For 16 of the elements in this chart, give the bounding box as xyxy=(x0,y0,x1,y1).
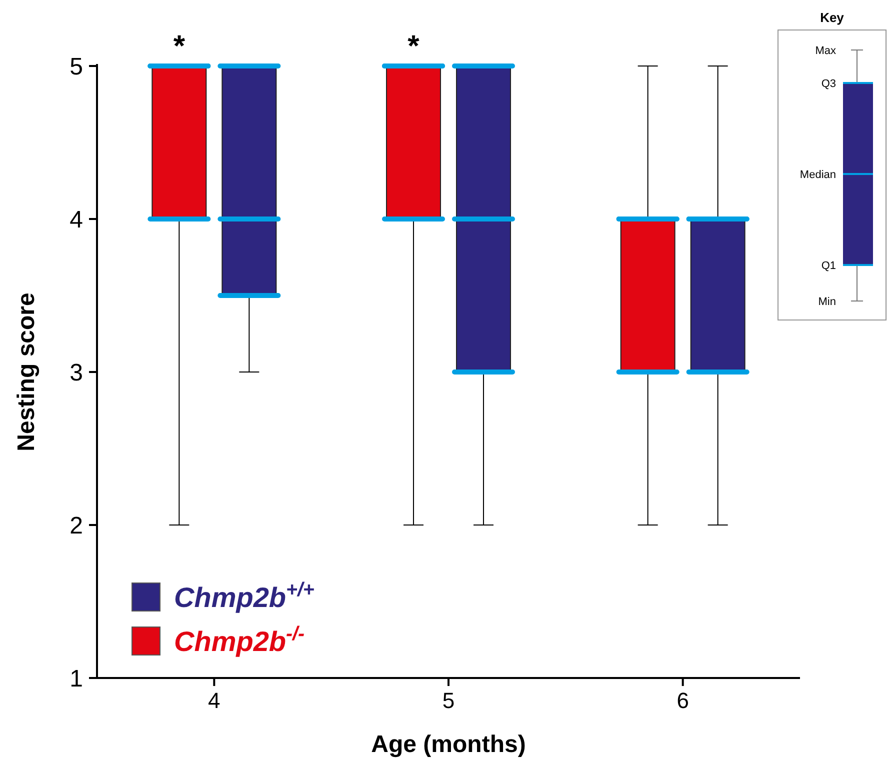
x-axis-title: Age (months) xyxy=(371,731,526,758)
y-tick-label: 5 xyxy=(70,53,83,80)
annotation: Median xyxy=(800,168,836,181)
y-tick-label: 2 xyxy=(70,512,83,540)
y-axis-title: Nesting score xyxy=(13,292,40,452)
y-tick-label: 1 xyxy=(70,665,83,692)
x-tick-label: 5 xyxy=(442,688,455,713)
text: * xyxy=(173,30,186,63)
text: * xyxy=(408,30,420,63)
x-tick-label: 4 xyxy=(208,688,220,713)
box-key-diagram: Key Max Q3 Median Q1 Min xyxy=(778,10,886,320)
y-tick-label: 4 xyxy=(70,206,83,234)
legend-label: Chmp2b$^{-/-}$ xyxy=(174,623,304,657)
x-tick-label: 6 xyxy=(676,688,689,713)
y-tick-label: 3 xyxy=(70,359,83,386)
legend-label: Chmp2b$^{+/+}$ xyxy=(174,579,315,613)
